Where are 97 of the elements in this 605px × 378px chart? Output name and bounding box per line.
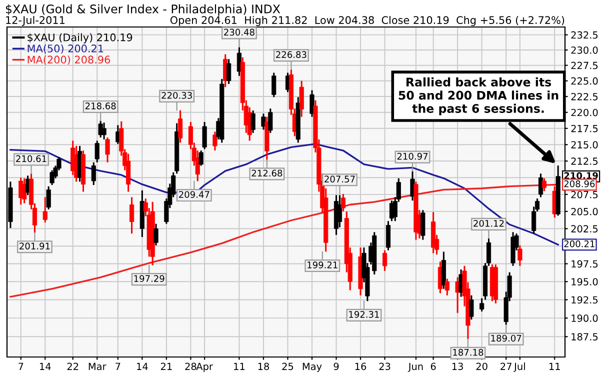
text: Open 204.61 High 211.82 Low 204.38 Close 210.19 Chg +5.56 (+2.72%)	[170, 16, 564, 26]
candlestick	[105, 136, 110, 164]
legend-label: MA(50) 200.21	[28, 44, 104, 54]
candlestick	[178, 109, 183, 144]
x-tick-label: 14	[137, 362, 148, 370]
candlestick	[382, 250, 388, 272]
x-tick-label: 20	[476, 362, 488, 370]
x-tick-label: 22	[67, 362, 78, 370]
candlestick	[129, 196, 134, 234]
candlestick	[202, 121, 207, 150]
annotation: 209.47	[179, 191, 210, 198]
x-tick-label: May	[302, 362, 322, 372]
candlestick	[250, 110, 256, 134]
candlestick	[542, 178, 546, 192]
y-tick-label: 190.0	[572, 314, 598, 322]
y-tick-label: 202.5	[571, 225, 598, 232]
y-tick-label: 225.0	[571, 77, 598, 85]
annotation: 207.57	[324, 176, 355, 182]
x-tick-label: 21	[160, 362, 172, 370]
candlestick	[420, 209, 426, 241]
y-tick-label: 207.5	[571, 190, 598, 198]
annotation: 212.68	[252, 170, 282, 177]
candlestick	[268, 108, 273, 134]
annotation: 187.18	[453, 348, 484, 356]
x-tick-label: Jun	[408, 362, 423, 372]
y-tick-label: 230.0	[571, 46, 598, 54]
candlestick	[469, 294, 474, 320]
y-tick-label: 222.5	[571, 92, 598, 100]
annotation: 197.29	[134, 275, 164, 282]
candlestick	[154, 223, 158, 246]
x-tick-label: 6	[430, 362, 436, 370]
x-tick-label: 14	[40, 362, 51, 370]
y-tick-label: 217.5	[571, 124, 598, 132]
annotation: 218.68	[85, 102, 116, 110]
candlestick	[46, 186, 51, 210]
x-tick-label: 11	[549, 362, 560, 370]
candlestick	[91, 162, 96, 186]
y-tick-label: 212.5	[571, 158, 598, 165]
y-tick-label: 227.5	[571, 62, 598, 70]
y-tick-label: 197.5	[572, 260, 598, 268]
candlestick	[50, 170, 54, 186]
x-tick-label: Mar	[88, 362, 106, 370]
annotation: 208.96	[564, 180, 595, 188]
annotation: 210.97	[397, 152, 428, 160]
annotation: 210.19	[564, 172, 598, 179]
chart-subtitle: 12-Jul-2011	[6, 16, 64, 26]
candlestick	[299, 80, 304, 118]
x-tick-label: 7	[116, 362, 120, 370]
candlestick	[386, 220, 391, 252]
y-tick-label: 205.0	[571, 208, 598, 216]
y-tick-label: 232.5	[571, 31, 598, 39]
candlestick	[538, 172, 544, 198]
candlestick	[261, 112, 266, 130]
candlestick	[310, 89, 314, 118]
y-tick-label: 195.0	[572, 278, 598, 286]
annotation: 201.91	[20, 242, 50, 250]
y-tick-label: 187.5	[572, 333, 598, 340]
legend-label: $XAU (Daily) 210.19	[28, 33, 132, 44]
annotation: 201.12	[474, 220, 504, 227]
annotation: 192.31	[349, 310, 379, 318]
candlestick	[102, 122, 106, 140]
x-tick-label: 9	[334, 362, 339, 370]
legend-label: MA(200) 208.96	[28, 56, 110, 65]
candlestick	[42, 196, 48, 224]
candlestick	[340, 193, 346, 212]
annotation: Rallied back above its 50 and 200 DMA lines in the past 6 sessions.	[398, 77, 558, 116]
candlestick	[226, 58, 232, 85]
candlestick	[198, 150, 204, 166]
annotation: 230.48	[224, 28, 254, 36]
y-tick-label: 220.0	[571, 108, 598, 116]
candlestick	[212, 130, 218, 152]
candlestick	[518, 244, 522, 267]
x-tick-label: 18	[258, 362, 269, 370]
x-tick-label: 13	[452, 362, 463, 370]
candlestick	[272, 72, 276, 98]
candlestick	[480, 298, 484, 312]
annotation: 200.21	[564, 240, 594, 248]
x-tick-label: Jul	[514, 362, 525, 372]
candlestick	[444, 278, 450, 296]
annotation: 220.33	[162, 92, 192, 99]
x-tick-label: 23	[379, 362, 390, 370]
annotation: 199.21	[308, 262, 338, 268]
x-tick-label: 11	[234, 362, 244, 370]
x-tick-label: 25	[282, 362, 294, 370]
annotation: 226.83	[276, 51, 306, 58]
x-tick-label: 16	[355, 362, 366, 370]
candlestick	[94, 140, 100, 164]
x-tick-label: 27	[500, 362, 512, 370]
x-tick-label: 28	[185, 362, 196, 370]
y-tick-label: 192.5	[572, 296, 598, 304]
annotation: 189.07	[491, 334, 522, 342]
x-tick-label: Apr	[196, 362, 213, 372]
candlestick	[126, 153, 131, 192]
y-tick-label: 215.0	[571, 141, 598, 148]
x-tick-label: 7	[18, 362, 24, 370]
annotation: 210.61	[16, 155, 46, 162]
chart-title: $XAU (Gold & Silver Index - Philadelphia) INDX	[6, 4, 280, 16]
